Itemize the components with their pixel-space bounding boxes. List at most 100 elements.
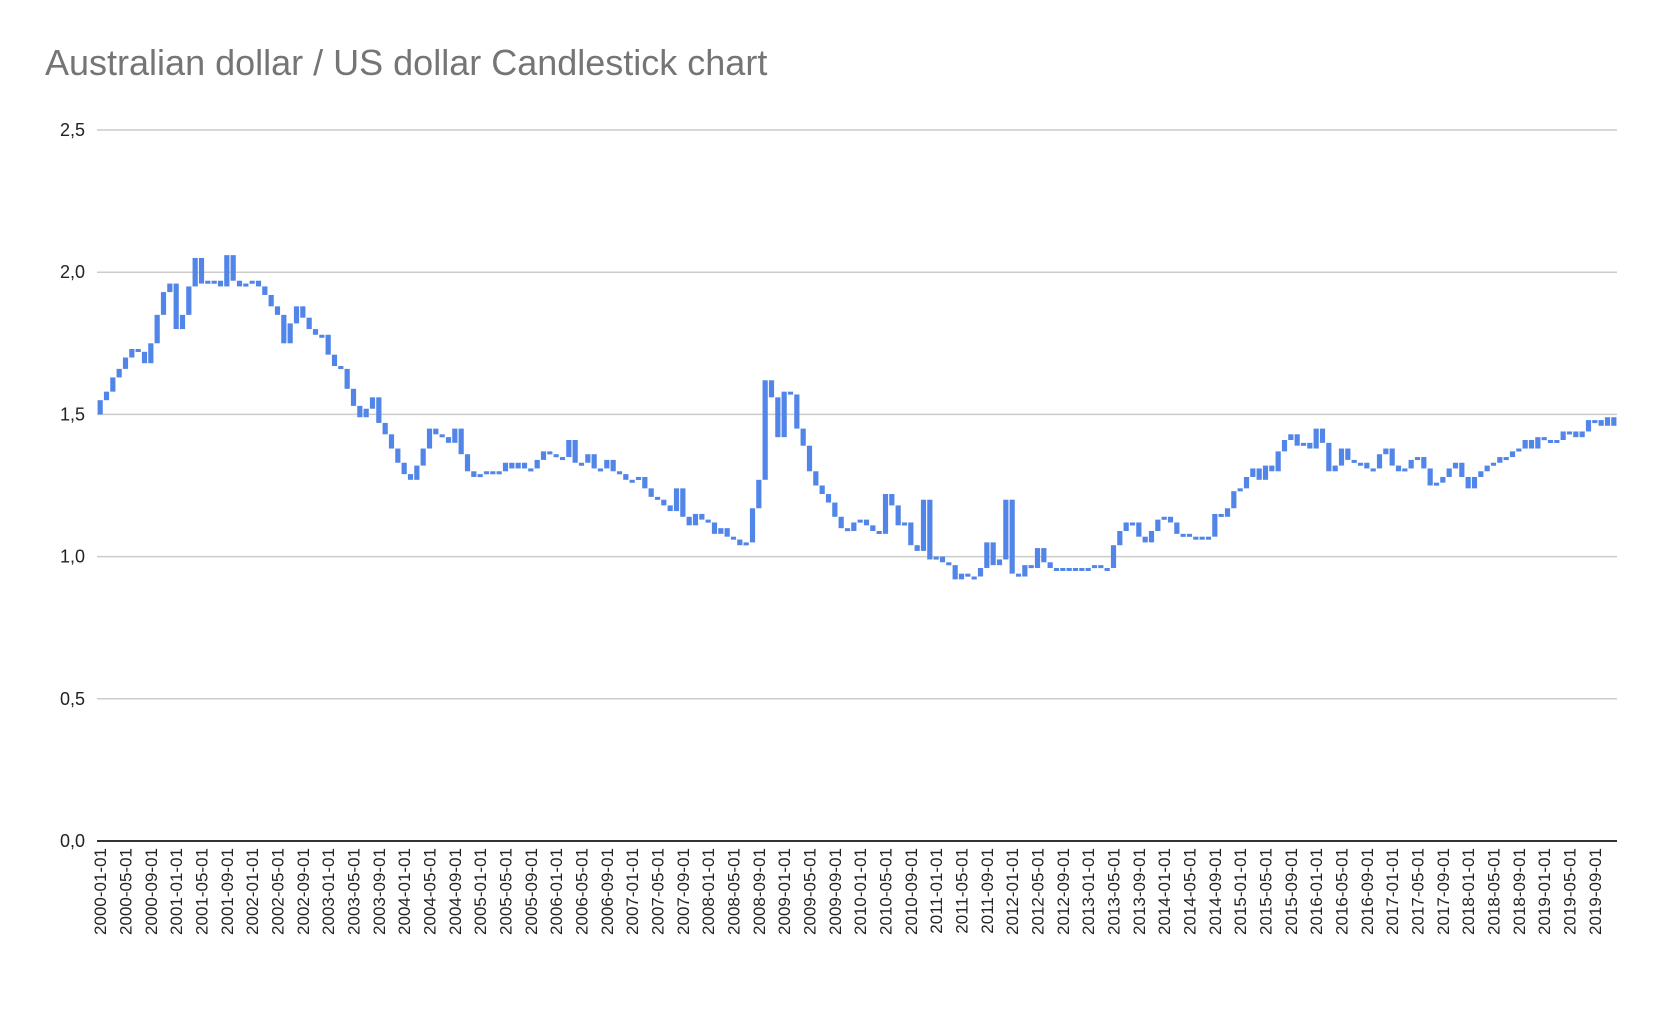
candle xyxy=(306,317,312,330)
x-tick-label: 2000-05-01 xyxy=(117,848,136,935)
candle xyxy=(990,542,996,566)
candle xyxy=(1288,434,1294,440)
candle xyxy=(1427,468,1433,486)
candle xyxy=(103,391,110,401)
candle xyxy=(939,556,946,563)
candle xyxy=(743,542,749,546)
x-tick-label: 2016-05-01 xyxy=(1333,848,1352,935)
candle xyxy=(1142,536,1148,543)
candle xyxy=(262,286,268,295)
candle xyxy=(749,508,756,543)
candle xyxy=(268,294,274,307)
candle xyxy=(1085,567,1091,571)
candle xyxy=(319,334,325,338)
candle xyxy=(756,479,762,509)
x-tick-label: 2000-09-01 xyxy=(142,848,161,935)
candles xyxy=(97,255,1617,580)
candle xyxy=(559,457,566,461)
y-tick-label: 0,5 xyxy=(60,689,85,709)
candle xyxy=(1281,439,1288,452)
candle xyxy=(344,368,350,389)
candle xyxy=(1326,442,1332,472)
candle xyxy=(1262,465,1269,480)
x-tick-label: 2013-05-01 xyxy=(1105,848,1124,935)
candle xyxy=(806,445,813,472)
candle xyxy=(971,576,977,580)
candle xyxy=(1471,476,1478,489)
candle xyxy=(933,556,939,560)
candle xyxy=(477,474,483,478)
x-tick-label: 2010-09-01 xyxy=(902,848,921,935)
x-tick-label: 2014-05-01 xyxy=(1181,848,1200,935)
candle xyxy=(977,567,984,577)
candle xyxy=(648,488,654,497)
candle xyxy=(1275,451,1281,472)
candle xyxy=(1015,573,1022,577)
candle xyxy=(578,462,585,466)
candle xyxy=(281,314,287,344)
candle xyxy=(1060,567,1066,571)
candle xyxy=(851,522,857,532)
candle xyxy=(1566,431,1573,435)
candle xyxy=(395,448,401,463)
candle xyxy=(1484,465,1490,472)
candle xyxy=(1585,420,1592,432)
candle xyxy=(1319,428,1326,443)
candle xyxy=(167,283,173,293)
candle xyxy=(357,405,363,418)
x-tick-label: 2000-01-01 xyxy=(91,848,110,935)
candle xyxy=(186,286,192,315)
x-tick-label: 2011-01-01 xyxy=(927,848,946,934)
candle xyxy=(952,565,958,580)
candle xyxy=(1459,462,1465,477)
candle xyxy=(1041,548,1047,563)
candle xyxy=(502,462,509,472)
x-tick-label: 2018-01-01 xyxy=(1459,848,1478,935)
candle xyxy=(445,437,452,443)
candle xyxy=(388,434,395,449)
candle xyxy=(597,468,604,472)
candle xyxy=(1414,457,1421,461)
y-tick-label: 2,5 xyxy=(60,120,85,140)
candle xyxy=(141,351,148,364)
candle xyxy=(382,422,388,435)
x-tick-label: 2005-09-01 xyxy=(522,848,541,935)
x-tick-label: 2003-09-01 xyxy=(370,848,389,935)
candle xyxy=(211,280,217,284)
candle xyxy=(775,397,781,438)
candle xyxy=(1598,420,1604,426)
candle xyxy=(863,519,870,526)
candle xyxy=(1218,513,1224,517)
x-tick-label: 2007-01-01 xyxy=(623,848,642,935)
candle xyxy=(376,397,382,423)
x-tick-label: 2013-09-01 xyxy=(1130,848,1149,935)
candle xyxy=(1490,462,1497,466)
candle xyxy=(458,428,464,455)
candle xyxy=(464,454,471,472)
candle xyxy=(718,528,724,534)
candle xyxy=(781,391,787,438)
x-tick-label: 2008-01-01 xyxy=(699,848,718,935)
candle xyxy=(686,516,692,526)
candle xyxy=(243,283,249,287)
candle xyxy=(1573,431,1579,438)
candle xyxy=(1186,533,1193,537)
x-tick-label: 2003-01-01 xyxy=(319,848,338,935)
candle xyxy=(585,454,591,463)
candle xyxy=(762,380,768,480)
candle xyxy=(1294,434,1300,446)
candle xyxy=(1370,468,1376,472)
candle xyxy=(661,499,667,506)
candle xyxy=(148,343,154,364)
candle xyxy=(1180,533,1186,537)
candle xyxy=(1522,439,1528,449)
candle xyxy=(407,474,414,480)
candle xyxy=(97,400,103,415)
x-tick-label: 2012-05-01 xyxy=(1029,848,1048,935)
candle xyxy=(1003,499,1009,560)
candle xyxy=(1028,565,1034,569)
candle xyxy=(1383,448,1389,455)
candle xyxy=(908,522,914,546)
x-tick-label: 2019-09-01 xyxy=(1586,848,1605,935)
candle xyxy=(800,428,806,446)
